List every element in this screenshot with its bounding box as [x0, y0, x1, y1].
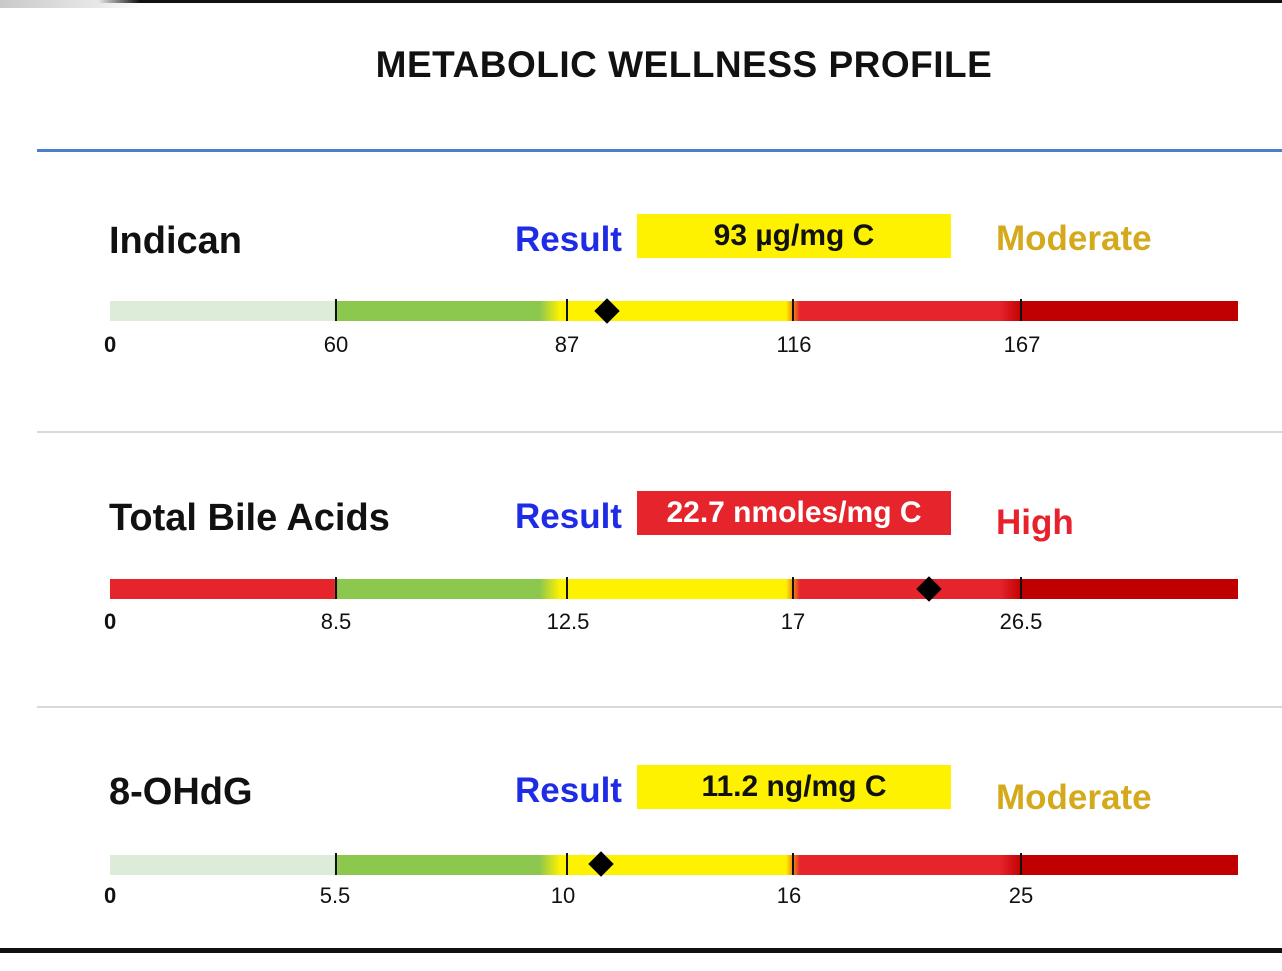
tick-label: 16: [776, 883, 802, 908]
result-label: Result: [515, 771, 622, 810]
header-rule: [37, 149, 1282, 152]
tick-label: 116: [776, 332, 812, 357]
tick-label-zero: 0: [104, 609, 117, 634]
range-tick: [566, 577, 568, 599]
range-bar: [110, 301, 1238, 321]
result-value-box: 11.2 ng/mg C: [637, 765, 951, 809]
range-tick: [335, 853, 337, 875]
status-label: High: [996, 503, 1074, 542]
top-frame-edge: [0, 0, 1282, 3]
range-tick: [1020, 299, 1022, 321]
page-title: METABOLIC WELLNESS PROFILE: [375, 44, 993, 85]
marker-section-8-ohdg: 8-OHdG Result 11.2 ng/mg C Moderate 0 5.…: [0, 765, 1282, 971]
status-label: Moderate: [996, 219, 1152, 258]
range-bar: [110, 855, 1238, 875]
tick-label: 167: [1003, 332, 1041, 357]
marker-section-indican: Indican Result 93 µg/mg C Moderate 0 60 …: [0, 214, 1282, 420]
range-tick: [566, 299, 568, 321]
range-tick: [792, 299, 794, 321]
range-tick: [1020, 853, 1022, 875]
range-tick: [335, 299, 337, 321]
bottom-frame-edge: [0, 948, 1282, 953]
tick-label: 8.5: [320, 609, 352, 634]
tick-label: 87: [554, 332, 580, 357]
range-tick: [1020, 577, 1022, 599]
result-value-box: 93 µg/mg C: [637, 214, 951, 258]
range-tick: [566, 853, 568, 875]
corner-shade: [0, 0, 140, 8]
tick-label-zero: 0: [104, 332, 117, 357]
result-label: Result: [515, 220, 622, 259]
tick-label: 5.5: [319, 883, 351, 908]
tick-label: 17: [780, 609, 806, 634]
range-tick: [335, 577, 337, 599]
section-divider: [37, 706, 1282, 708]
tick-label: 10: [550, 883, 576, 908]
marker-section-total-bile-acids: Total Bile Acids Result 22.7 nmoles/mg C…: [0, 491, 1282, 697]
section-divider: [37, 431, 1282, 433]
range-bar: [110, 579, 1238, 599]
result-label: Result: [515, 497, 622, 536]
tick-label: 26.5: [999, 609, 1043, 634]
status-label: Moderate: [996, 778, 1152, 817]
marker-name: 8-OHdG: [109, 771, 253, 813]
range-tick: [792, 577, 794, 599]
tick-label: 60: [323, 332, 349, 357]
tick-label: 25: [1008, 883, 1034, 908]
range-tick: [792, 853, 794, 875]
tick-label: 12.5: [546, 609, 590, 634]
marker-name: Indican: [109, 220, 243, 262]
tick-label-zero: 0: [104, 883, 117, 908]
result-value-box: 22.7 nmoles/mg C: [637, 491, 951, 535]
marker-name: Total Bile Acids: [109, 497, 390, 539]
